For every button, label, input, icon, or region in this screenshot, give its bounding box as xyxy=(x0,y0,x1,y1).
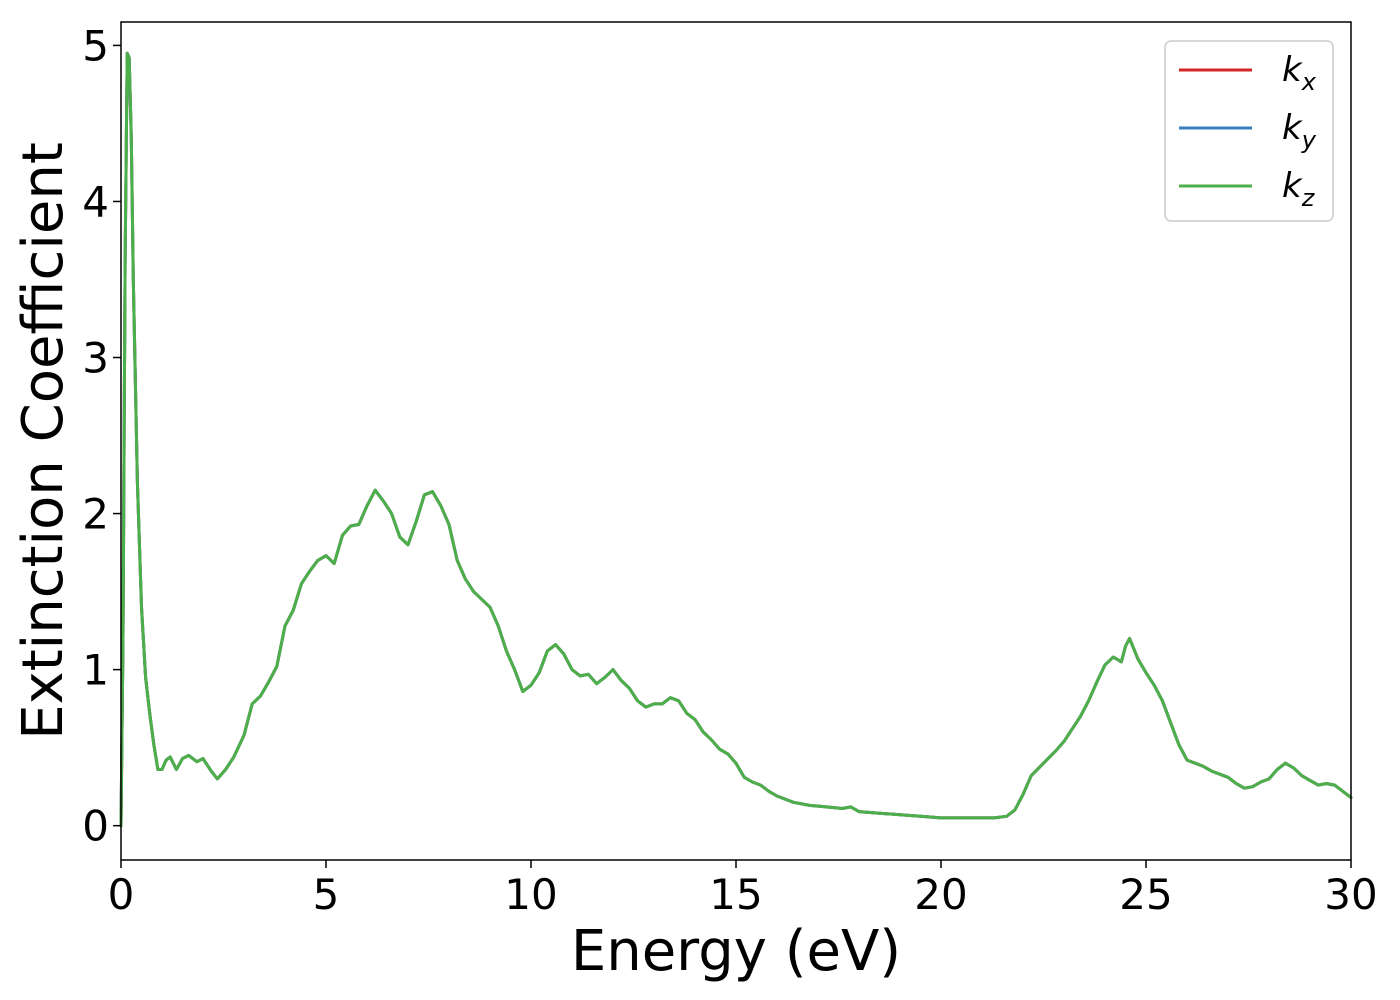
series-line-kz xyxy=(119,51,1353,828)
y-tick-label: 0 xyxy=(82,802,109,851)
legend-label-kx: kx xyxy=(1282,50,1317,96)
y-tick-label: 1 xyxy=(82,646,109,695)
x-tick-label: 20 xyxy=(914,870,967,919)
x-tick-label: 5 xyxy=(313,870,340,919)
y-tick-label: 3 xyxy=(82,334,109,383)
y-tick-label: 2 xyxy=(82,490,109,539)
x-tick-label: 10 xyxy=(504,870,557,919)
x-tick-label: 15 xyxy=(709,870,762,919)
x-tick-label: 0 xyxy=(108,870,135,919)
y-axis-label: Extinction Coefficient xyxy=(11,142,76,740)
y-tick-label: 5 xyxy=(82,21,109,70)
legend-box xyxy=(1164,40,1334,222)
axis-ticks: 0 5 10 15 20 25 30 0 1 2 3 4 5 xyxy=(82,21,1377,919)
y-tick-label: 4 xyxy=(82,177,109,226)
x-tick-label: 25 xyxy=(1119,870,1172,919)
x-tick-label: 30 xyxy=(1324,870,1377,919)
x-axis-label: Energy (eV) xyxy=(571,919,901,984)
series-lines xyxy=(119,51,1353,828)
